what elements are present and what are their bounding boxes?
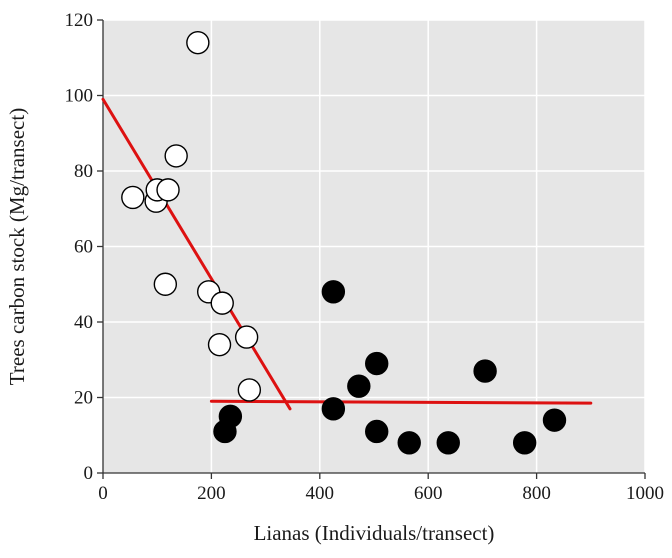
open-data-point bbox=[153, 272, 178, 296]
filled-data-point bbox=[347, 374, 371, 398]
y-tick-label: 120 bbox=[65, 10, 94, 31]
y-tick-label: 60 bbox=[74, 237, 93, 258]
open-data-point bbox=[121, 185, 145, 210]
open-data-point bbox=[210, 291, 234, 315]
x-tick-label: 600 bbox=[414, 483, 443, 504]
filled-data-point bbox=[218, 404, 243, 429]
regression-line bbox=[101, 97, 292, 411]
y-tick-label: 100 bbox=[65, 86, 94, 107]
filled-data-point bbox=[512, 431, 537, 455]
y-axis-title: Trees carbon stock (Mg/transect) bbox=[5, 108, 29, 385]
x-axis-title: Lianas (Individuals/transect) bbox=[254, 521, 495, 545]
y-tick-label: 80 bbox=[74, 161, 93, 182]
open-data-point bbox=[234, 325, 259, 349]
x-tick-label: 1000 bbox=[626, 483, 664, 504]
filled-data-point bbox=[397, 431, 421, 455]
filled-data-point bbox=[542, 408, 567, 432]
filled-data-point bbox=[321, 280, 346, 304]
x-tick-label: 0 bbox=[98, 483, 108, 504]
x-tick-label: 800 bbox=[522, 483, 551, 504]
y-tick-label: 40 bbox=[74, 312, 93, 333]
open-data-point bbox=[207, 332, 232, 357]
x-tick-label: 400 bbox=[306, 483, 335, 504]
filled-data-point bbox=[365, 351, 389, 376]
fit-lines bbox=[101, 97, 593, 411]
filled-data-point bbox=[436, 431, 460, 455]
open-data-point bbox=[156, 178, 180, 202]
y-tick-label: 0 bbox=[84, 463, 94, 484]
open-data-point bbox=[186, 30, 210, 55]
regression-line bbox=[209, 399, 593, 405]
open-data-point bbox=[164, 144, 188, 168]
tick-labels: 0 20 40 60 80 100 120 0 200 400 600 800 1000 bbox=[65, 10, 665, 504]
filled-data-point bbox=[365, 419, 389, 444]
axes bbox=[97, 19, 646, 479]
y-tick-label: 20 bbox=[74, 388, 93, 409]
x-tick-label: 200 bbox=[197, 483, 226, 504]
filled-data-point bbox=[321, 397, 346, 421]
filled-data-point bbox=[473, 359, 497, 383]
open-data-point bbox=[237, 378, 262, 402]
data-points bbox=[121, 30, 567, 455]
